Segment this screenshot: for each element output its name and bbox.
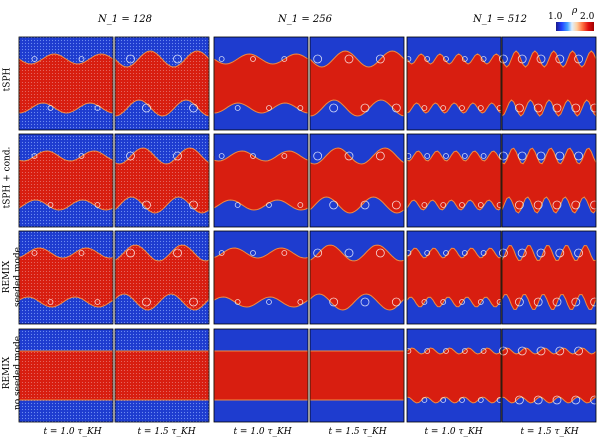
panel-remix-seeded-4 xyxy=(309,230,405,325)
panel-tsph-cond-3 xyxy=(213,133,309,228)
panel-remix-no-seeded-2 xyxy=(114,328,210,423)
time-label-c3-t1: t = 1.0 τ_KH xyxy=(424,427,483,437)
panel-tsph-6 xyxy=(498,36,598,131)
column-label-512: N_1 = 512 xyxy=(473,14,527,25)
time-label-c1-t2: t = 1.5 τ_KH xyxy=(137,427,196,437)
panel-tsph-cond-2 xyxy=(114,133,210,228)
panel-tsph-cond-6 xyxy=(498,133,598,228)
colorbar-max: 2.0 xyxy=(580,12,595,22)
panel-tsph-3 xyxy=(213,36,309,131)
panel-tsph-4 xyxy=(309,36,405,131)
colorbar-min: 1.0 xyxy=(548,12,563,22)
panel-remix-no-seeded-3 xyxy=(213,328,309,423)
time-label-c2-t1: t = 1.0 τ_KH xyxy=(233,427,292,437)
panel-remix-seeded-1 xyxy=(18,230,114,325)
panel-tsph-5 xyxy=(405,36,503,131)
panel-tsph-2 xyxy=(114,36,210,131)
panel-remix-no-seeded-5 xyxy=(405,328,503,423)
panel-remix-seeded-5 xyxy=(405,230,503,325)
time-label-c3-t2: t = 1.5 τ_KH xyxy=(520,427,579,437)
panel-remix-no-seeded-4 xyxy=(309,328,405,423)
column-label-128: N_1 = 128 xyxy=(98,14,152,25)
column-label-256: N_1 = 256 xyxy=(278,14,332,25)
colorbar xyxy=(556,22,594,31)
panel-tsph-cond-1 xyxy=(18,133,114,228)
time-label-c2-t2: t = 1.5 τ_KH xyxy=(328,427,387,437)
panel-tsph-cond-4 xyxy=(309,133,405,228)
panel-remix-seeded-6 xyxy=(498,230,598,325)
time-label-c1-t1: t = 1.0 τ_KH xyxy=(43,427,102,437)
panel-remix-no-seeded-6 xyxy=(498,328,598,423)
panel-remix-seeded-3 xyxy=(213,230,309,325)
colorbar-symbol: ρ xyxy=(572,6,578,16)
panel-remix-no-seeded-1 xyxy=(18,328,114,423)
panel-tsph-cond-5 xyxy=(405,133,503,228)
panel-tsph-1 xyxy=(18,36,114,131)
panel-remix-seeded-2 xyxy=(114,230,210,325)
